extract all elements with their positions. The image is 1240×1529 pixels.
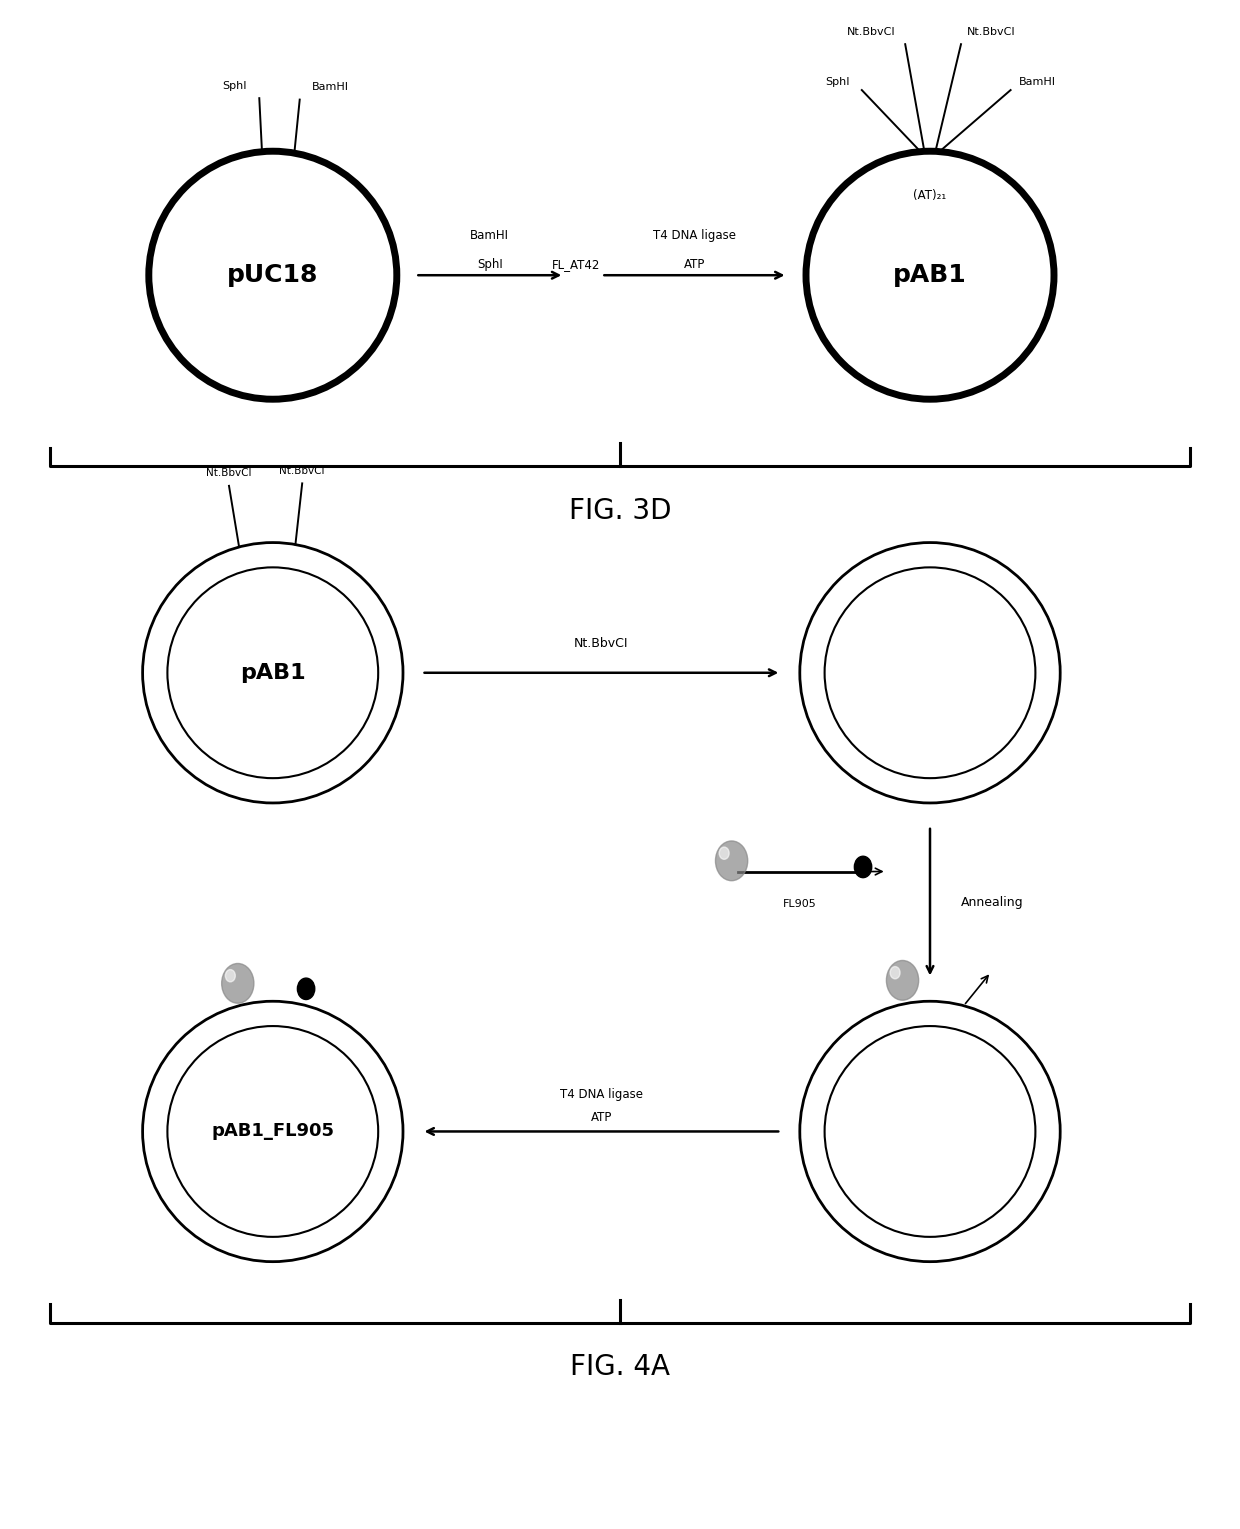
Text: SphI: SphI	[222, 81, 247, 90]
Ellipse shape	[806, 151, 1054, 399]
Text: (AT)₂₁: (AT)₂₁	[914, 190, 946, 202]
Ellipse shape	[167, 1026, 378, 1237]
Text: FL905: FL905	[782, 899, 817, 910]
Text: BamHI: BamHI	[470, 228, 510, 242]
Text: FIG. 4A: FIG. 4A	[570, 1353, 670, 1381]
Circle shape	[298, 979, 315, 1000]
Text: ATP: ATP	[683, 257, 706, 271]
Ellipse shape	[149, 151, 397, 399]
Text: ATP: ATP	[590, 1110, 613, 1124]
Circle shape	[890, 966, 900, 979]
Ellipse shape	[167, 567, 378, 778]
Circle shape	[222, 963, 254, 1003]
Text: T4 DNA ligase: T4 DNA ligase	[653, 228, 735, 242]
Circle shape	[715, 841, 748, 881]
Text: FL_AT42: FL_AT42	[552, 257, 600, 271]
Ellipse shape	[800, 1001, 1060, 1261]
Ellipse shape	[143, 543, 403, 803]
Text: Annealing: Annealing	[961, 896, 1024, 908]
Text: Nt.BbvCI: Nt.BbvCI	[206, 468, 252, 479]
Ellipse shape	[825, 567, 1035, 778]
Text: pAB1: pAB1	[241, 662, 305, 683]
Text: FIG. 3D: FIG. 3D	[569, 497, 671, 524]
Circle shape	[226, 969, 236, 982]
Circle shape	[719, 847, 729, 859]
Text: SphI: SphI	[477, 257, 502, 271]
Text: Nt.BbvCI: Nt.BbvCI	[279, 466, 325, 476]
Ellipse shape	[825, 1026, 1035, 1237]
Text: pUC18: pUC18	[227, 263, 319, 287]
Text: Nt.BbvCI: Nt.BbvCI	[847, 26, 895, 37]
Ellipse shape	[143, 1001, 403, 1261]
Circle shape	[854, 856, 872, 878]
Text: BamHI: BamHI	[1019, 76, 1056, 87]
Text: T4 DNA ligase: T4 DNA ligase	[560, 1087, 642, 1101]
Text: pAB1_FL905: pAB1_FL905	[211, 1122, 335, 1141]
Text: Nt.BbvCI: Nt.BbvCI	[574, 636, 629, 650]
Text: BamHI: BamHI	[312, 83, 350, 92]
Text: pAB1: pAB1	[893, 263, 967, 287]
Text: SphI: SphI	[825, 76, 849, 87]
Text: Nt.BbvCI: Nt.BbvCI	[967, 26, 1016, 37]
Ellipse shape	[800, 543, 1060, 803]
Circle shape	[887, 960, 919, 1000]
